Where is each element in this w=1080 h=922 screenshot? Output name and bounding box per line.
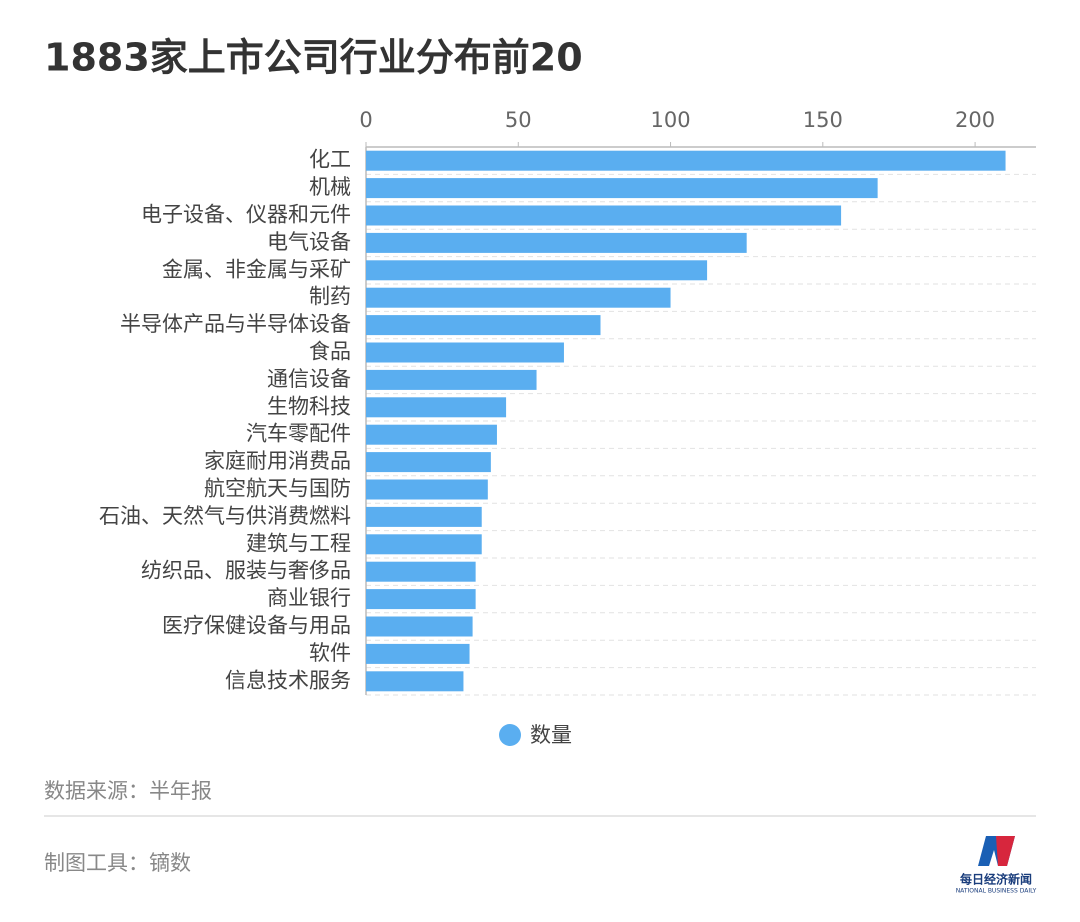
bar	[366, 452, 491, 473]
bar	[366, 205, 842, 226]
bar	[366, 287, 671, 308]
x-tick-label: 100	[650, 108, 690, 132]
y-tick-label: 制药	[309, 285, 351, 309]
source-note: 数据来源：半年报	[44, 779, 212, 803]
y-tick-label: 家庭耐用消费品	[204, 449, 351, 473]
x-tick-label: 150	[803, 108, 843, 132]
y-tick-label: 电子设备、仪器和元件	[141, 203, 351, 227]
bar	[366, 150, 1006, 171]
bar	[366, 479, 488, 500]
bar	[366, 671, 464, 692]
x-tick-label: 0	[359, 108, 372, 132]
bar	[366, 178, 878, 199]
bar	[366, 232, 747, 253]
bar	[366, 534, 482, 555]
y-tick-label: 通信设备	[267, 367, 351, 391]
y-tick-label: 软件	[309, 641, 351, 665]
y-tick-label: 生物科技	[267, 394, 351, 418]
y-tick-label: 食品	[309, 340, 351, 364]
y-tick-label: 机械	[309, 175, 351, 199]
y-tick-label: 汽车零配件	[246, 422, 351, 446]
y-tick-label: 石油、天然气与供消费燃料	[99, 504, 351, 528]
bar	[366, 260, 708, 281]
bar	[366, 643, 470, 664]
y-tick-label: 信息技术服务	[225, 668, 351, 692]
bar	[366, 315, 601, 336]
y-tick-label: 建筑与工程	[246, 531, 351, 555]
legend-marker	[499, 724, 521, 746]
bar	[366, 561, 476, 582]
x-tick-label: 50	[505, 108, 532, 132]
bar	[366, 369, 537, 390]
legend-label: 数量	[530, 723, 572, 747]
y-tick-label: 化工	[309, 148, 351, 172]
logo-english: NATIONAL BUSINESS DAILY	[956, 888, 1037, 895]
logo-name: 每日经济新闻	[960, 872, 1032, 887]
bar	[366, 616, 473, 637]
y-tick-label: 纺织品、服装与奢侈品	[141, 559, 351, 583]
bar	[366, 397, 507, 418]
y-tick-label: 电气设备	[267, 230, 351, 254]
y-tick-label: 商业银行	[267, 586, 351, 610]
bar	[366, 342, 564, 363]
x-tick-label: 200	[955, 108, 995, 132]
y-tick-label: 金属、非金属与采矿	[162, 257, 351, 281]
bar	[366, 589, 476, 610]
bar	[366, 424, 497, 445]
tool-note: 制图工具：镝数	[44, 851, 191, 875]
y-tick-label: 半导体产品与半导体设备	[120, 312, 351, 336]
chart-title: 1883家上市公司行业分布前20	[44, 36, 583, 80]
y-tick-label: 医疗保健设备与用品	[162, 614, 351, 638]
logo-mark-accent	[996, 836, 1015, 866]
bar	[366, 506, 482, 527]
y-tick-label: 航空航天与国防	[204, 477, 351, 501]
logo: 每日经济新闻 NATIONAL BUSINESS DAILY	[956, 836, 1037, 895]
